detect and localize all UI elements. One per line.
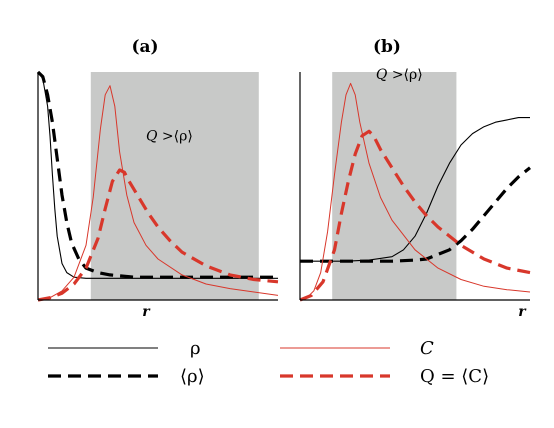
panel-a-label: (a) [131,37,158,57]
panel-b-annotation-symbol: Q [376,67,388,83]
panel-b-series-rho [300,117,530,262]
panel-a-annotation: Q >⟨ρ⟩ [146,128,193,144]
panel-a-annotation-rest: >⟨ρ⟩ [157,128,192,144]
panel-a-series-Q [37,168,279,302]
panel-b-label: (b) [373,37,401,57]
panel-b-series-Q [299,129,531,302]
panel-b-series-C [299,82,531,301]
panel-a-x-label: r [142,304,151,320]
panel-b-series [299,82,531,302]
panel-b-annotation-rest: >⟨ρ⟩ [387,67,422,83]
panel-a-series [36,70,279,302]
panel-a-annotation-symbol: Q [146,128,158,144]
panel-b: (b) Q >⟨ρ⟩ r [299,37,531,320]
panel-a: (a) Q >⟨ρ⟩ r [36,37,279,320]
panel-b-x-label: r [518,304,527,320]
legend-label-rho: ρ [190,338,201,359]
panel-a-shaded-region [90,72,259,300]
panel-a-series-C [37,85,279,301]
legend-label-q: Q = ⟨C⟩ [420,366,489,387]
panel-b-series-rho-avg [300,166,531,263]
panel-b-annotation: Q >⟨ρ⟩ [376,67,423,83]
legend-label-c: C [420,338,434,359]
legend: ρ C ⟨ρ⟩ Q = ⟨C⟩ [48,338,489,387]
legend-label-rho-avg: ⟨ρ⟩ [180,366,205,387]
panel-a-series-rho-avg [36,70,278,279]
